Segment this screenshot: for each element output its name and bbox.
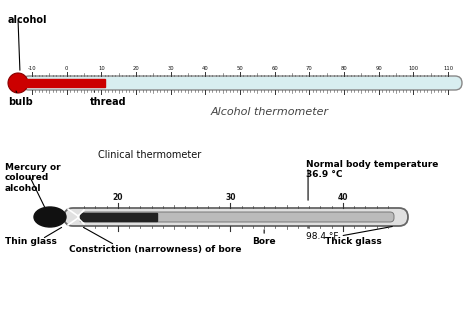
Text: 70: 70 (306, 66, 313, 71)
Text: 80: 80 (341, 66, 347, 71)
Text: Clinical thermometer: Clinical thermometer (99, 150, 201, 160)
Text: Mercury or
coloured
alcohol: Mercury or coloured alcohol (5, 163, 61, 193)
Text: Thin glass: Thin glass (5, 237, 57, 246)
Text: Normal body temperature
36.9 °C: Normal body temperature 36.9 °C (306, 160, 438, 180)
Text: Alcohol thermometer: Alcohol thermometer (211, 107, 329, 117)
Circle shape (8, 73, 28, 93)
Text: 0: 0 (65, 66, 68, 71)
Text: alcohol: alcohol (8, 15, 47, 25)
Text: 98.4 °F: 98.4 °F (306, 232, 338, 241)
Text: 50: 50 (237, 66, 243, 71)
Ellipse shape (34, 207, 66, 227)
Text: 100: 100 (408, 66, 419, 71)
Text: 20: 20 (133, 66, 139, 71)
Text: 90: 90 (375, 66, 382, 71)
Text: 60: 60 (271, 66, 278, 71)
Text: 20: 20 (112, 193, 123, 202)
Bar (80, 213, 157, 221)
Text: 40: 40 (337, 193, 348, 202)
Text: Thick glass: Thick glass (326, 237, 382, 246)
Text: thread: thread (90, 97, 126, 107)
Text: 30: 30 (225, 193, 236, 202)
Text: Bore: Bore (252, 237, 276, 246)
Text: 40: 40 (202, 66, 209, 71)
FancyBboxPatch shape (82, 212, 394, 222)
FancyBboxPatch shape (22, 76, 462, 90)
Text: Constriction (narrowness) of bore: Constriction (narrowness) of bore (69, 245, 241, 254)
Bar (18, 79, 105, 87)
Text: bulb: bulb (8, 97, 33, 107)
Text: 110: 110 (443, 66, 453, 71)
FancyBboxPatch shape (64, 208, 408, 226)
Text: 10: 10 (98, 66, 105, 71)
Text: 30: 30 (167, 66, 174, 71)
Text: -10: -10 (27, 66, 36, 71)
